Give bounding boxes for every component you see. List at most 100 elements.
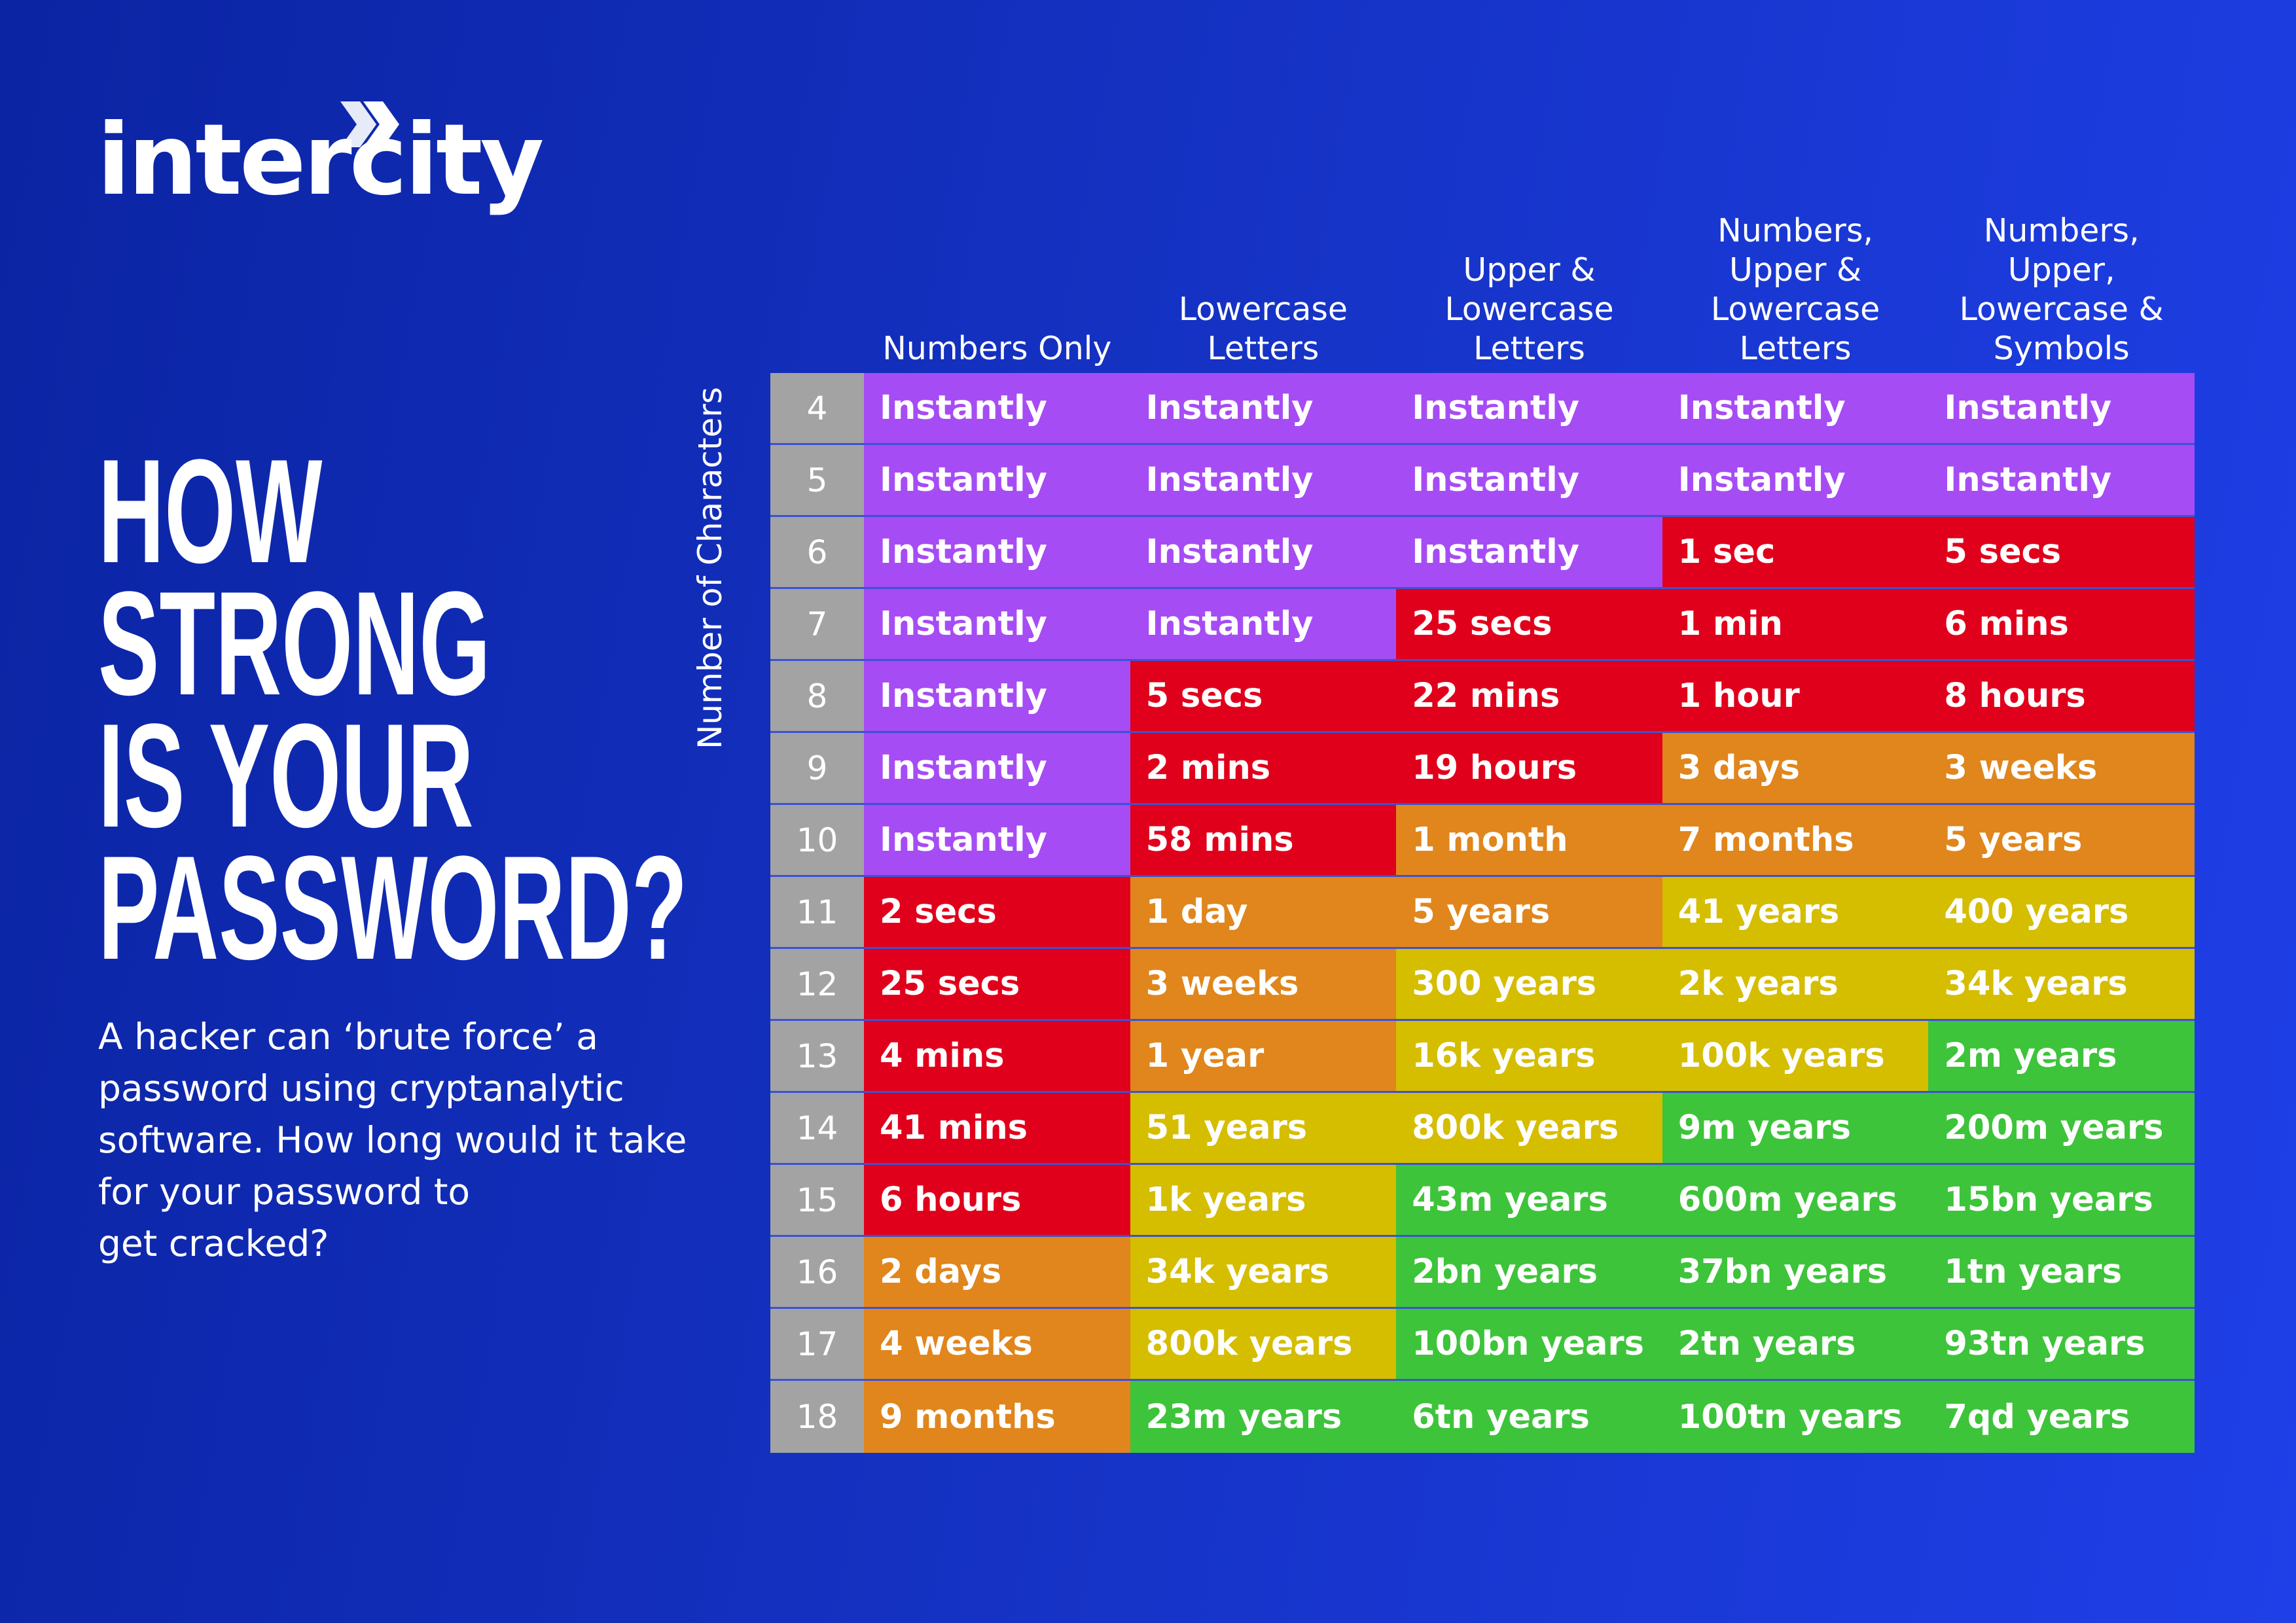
crack-time-cell: 19 hours — [1396, 733, 1662, 803]
crack-time-cell: 2tn years — [1662, 1309, 1929, 1379]
crack-time-cell: Instantly — [1130, 517, 1397, 587]
crack-time-cell: 7 months — [1662, 805, 1929, 875]
row-header-label: Number of Characters — [691, 387, 729, 749]
table-row: 16 2 days 34k years 2bn years 37bn years 1tn … — [770, 1237, 2195, 1309]
row-length: 5 — [770, 445, 864, 515]
crack-time-cell: 4 weeks — [864, 1309, 1130, 1379]
crack-time-cell: Instantly — [864, 445, 1130, 515]
crack-time-cell: Instantly — [1396, 373, 1662, 443]
description-line: for your password to — [98, 1171, 471, 1213]
crack-time-cell: 1 month — [1396, 805, 1662, 875]
crack-time-cell: Instantly — [1662, 445, 1929, 515]
column-header: Lowercase Letters — [1178, 291, 1348, 367]
crack-time-cell: 25 secs — [864, 949, 1130, 1019]
crack-time-cell: 800k years — [1396, 1093, 1662, 1163]
crack-time-cell: 2bn years — [1396, 1237, 1662, 1307]
crack-time-cell: 5 secs — [1130, 661, 1397, 731]
crack-time-cell: 2 days — [864, 1237, 1130, 1307]
crack-time-cell: 1 min — [1662, 589, 1929, 659]
crack-time-cell: 300 years — [1396, 949, 1662, 1019]
table-row: 12 25 secs 3 weeks 300 years 2k years 34k yea… — [770, 949, 2195, 1021]
table-row: 5 Instantly Instantly Instantly Instantly Ins… — [770, 445, 2195, 517]
row-length: 18 — [770, 1381, 864, 1453]
crack-time-cell: 7qd years — [1928, 1381, 2195, 1453]
crack-time-cell: 41 mins — [864, 1093, 1130, 1163]
crack-time-cell: 3 weeks — [1928, 733, 2195, 803]
table-row: 7 Instantly Instantly 25 secs 1 min 6 mins — [770, 589, 2195, 661]
row-length: 7 — [770, 589, 864, 659]
crack-time-cell: Instantly — [1928, 445, 2195, 515]
table-row: 9 Instantly 2 mins 19 hours 3 days 3 weeks — [770, 733, 2195, 805]
crack-time-cell: 1k years — [1130, 1165, 1397, 1235]
crack-time-cell: 600m years — [1662, 1165, 1929, 1235]
row-length: 14 — [770, 1093, 864, 1163]
crack-time-cell: 1 hour — [1662, 661, 1929, 731]
table-row: 17 4 weeks 800k years 100bn years 2tn years 9… — [770, 1309, 2195, 1381]
crack-time-cell: 800k years — [1130, 1309, 1397, 1379]
crack-time-cell: Instantly — [1396, 445, 1662, 515]
row-length: 15 — [770, 1165, 864, 1235]
table-row: 4 Instantly Instantly Instantly Instantly Ins… — [770, 373, 2195, 445]
crack-time-cell: 6 hours — [864, 1165, 1130, 1235]
title-line: STRONG — [98, 560, 491, 726]
title: HOW STRONG IS YOUR PASSWORD? — [98, 428, 688, 990]
crack-time-cell: 100bn years — [1396, 1309, 1662, 1379]
crack-time-cell: 2 mins — [1130, 733, 1397, 803]
row-length: 13 — [770, 1021, 864, 1091]
crack-time-cell: 58 mins — [1130, 805, 1397, 875]
table-row: 15 6 hours 1k years 43m years 600m years 15bn… — [770, 1165, 2195, 1237]
crack-time-cell: Instantly — [1396, 517, 1662, 587]
crack-time-cell: Instantly — [864, 661, 1130, 731]
table-row: 8 Instantly 5 secs 22 mins 1 hour 8 hours — [770, 661, 2195, 733]
crack-time-cell: 34k years — [1928, 949, 2195, 1019]
password-table: 4 Instantly Instantly Instantly Instantly Ins… — [770, 373, 2195, 1453]
column-header: Numbers Only — [882, 330, 1112, 367]
crack-time-cell: 4 mins — [864, 1021, 1130, 1091]
crack-time-cell: 3 days — [1662, 733, 1929, 803]
row-length: 10 — [770, 805, 864, 875]
crack-time-cell: 1tn years — [1928, 1237, 2195, 1307]
table-row: 6 Instantly Instantly Instantly 1 sec 5 secs — [770, 517, 2195, 589]
column-header: Upper & Lowercase Letters — [1444, 251, 1614, 367]
crack-time-cell: 9 months — [864, 1381, 1130, 1453]
description-line: get cracked? — [98, 1222, 329, 1264]
table-row: 13 4 mins 1 year 16k years 100k years 2m year… — [770, 1021, 2195, 1093]
logo-chevrons — [340, 101, 399, 147]
crack-time-cell: 400 years — [1928, 877, 2195, 947]
column-header: Numbers, Upper, Lowercase & Symbols — [1959, 212, 2164, 367]
crack-time-cell: 1 year — [1130, 1021, 1397, 1091]
crack-time-cell: 9m years — [1662, 1093, 1929, 1163]
crack-time-cell: Instantly — [864, 805, 1130, 875]
crack-time-cell: 41 years — [1662, 877, 1929, 947]
crack-time-cell: 22 mins — [1396, 661, 1662, 731]
title-line: HOW — [98, 428, 323, 594]
table-row: 18 9 months 23m years 6tn years 100tn years 7… — [770, 1381, 2195, 1453]
crack-time-cell: Instantly — [1130, 445, 1397, 515]
description-line: software. How long would it take — [98, 1119, 687, 1161]
description-line: password using cryptanalytic — [98, 1067, 624, 1109]
crack-time-cell: 2m years — [1928, 1021, 2195, 1091]
crack-time-cell: Instantly — [1130, 589, 1397, 659]
crack-time-cell: 1 sec — [1662, 517, 1929, 587]
crack-time-cell: Instantly — [864, 517, 1130, 587]
title-line: PASSWORD? — [98, 825, 688, 990]
table-row: 11 2 secs 1 day 5 years 41 years 400 years — [770, 877, 2195, 949]
crack-time-cell: 15bn years — [1928, 1165, 2195, 1235]
table-row: 14 41 mins 51 years 800k years 9m years 200m … — [770, 1093, 2195, 1165]
crack-time-cell: Instantly — [1928, 373, 2195, 443]
crack-time-cell: 25 secs — [1396, 589, 1662, 659]
column-header: Numbers, Upper & Lowercase Letters — [1710, 212, 1880, 367]
crack-time-cell: Instantly — [1130, 373, 1397, 443]
crack-time-cell: 51 years — [1130, 1093, 1397, 1163]
crack-time-cell: 5 years — [1928, 805, 2195, 875]
row-length: 17 — [770, 1309, 864, 1379]
crack-time-cell: 6tn years — [1396, 1381, 1662, 1453]
crack-time-cell: 23m years — [1130, 1381, 1397, 1453]
row-length: 6 — [770, 517, 864, 587]
crack-time-cell: 16k years — [1396, 1021, 1662, 1091]
crack-time-cell: 43m years — [1396, 1165, 1662, 1235]
row-length: 9 — [770, 733, 864, 803]
crack-time-cell: Instantly — [864, 373, 1130, 443]
crack-time-cell: 2 secs — [864, 877, 1130, 947]
